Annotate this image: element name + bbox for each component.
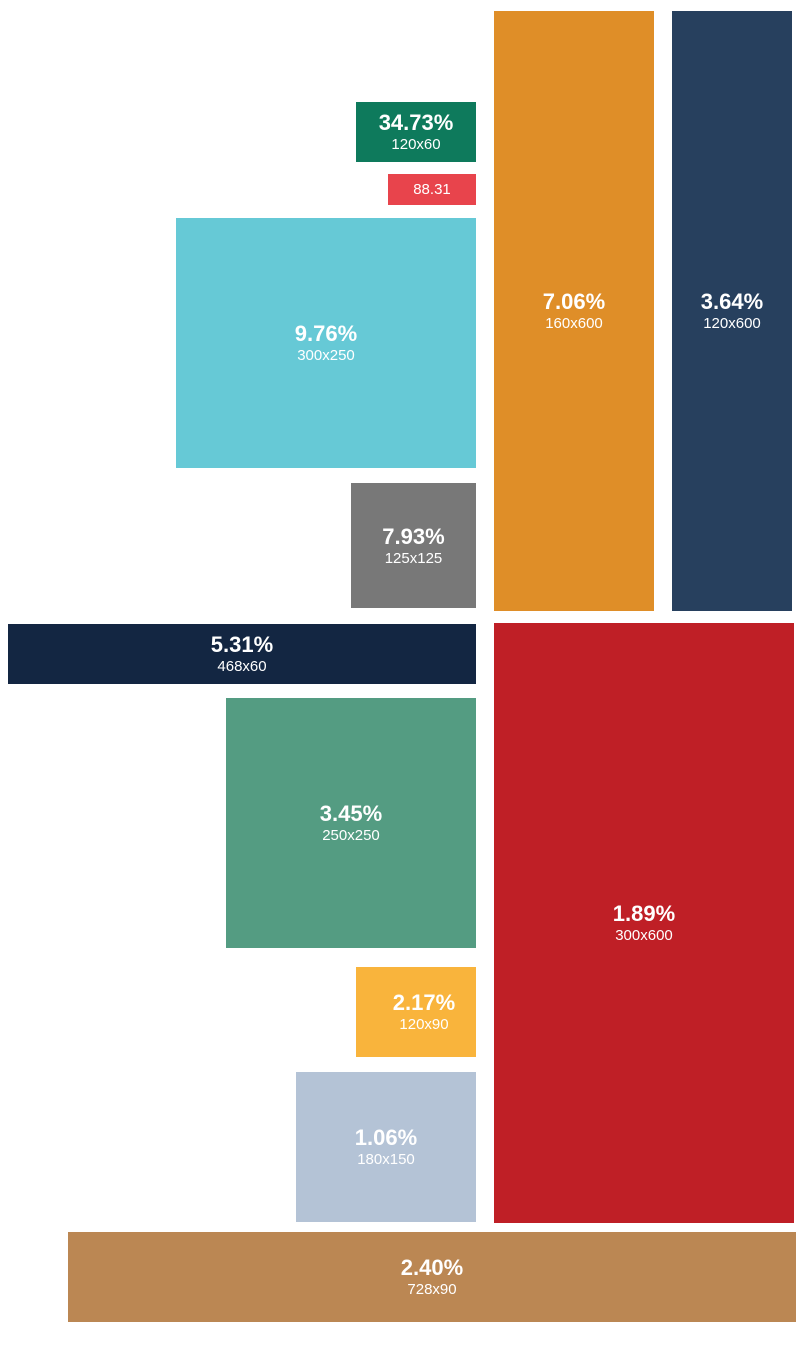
tile-size-label: 250x250 (322, 827, 380, 844)
tile-value-label: 7.06% (542, 289, 606, 314)
tile-120x90: 2.17% 120x90 (356, 967, 476, 1057)
tile-size-label: 180x150 (357, 1151, 415, 1168)
tile-size-label: 125x125 (384, 549, 443, 567)
tile-300x600: 1.89% 300x600 (494, 623, 794, 1223)
tile-728x90: 2.40% 728x90 (68, 1232, 796, 1322)
tile-value-label: 7.93% (382, 523, 445, 549)
tile-size-label: 300x250 (297, 347, 355, 364)
tile-250x250: 3.45% 250x250 (226, 698, 476, 948)
tile-value-label: 3.45% (319, 801, 383, 826)
tile-value-label: 5.31% (210, 632, 274, 657)
tile-value-label: 1.06% (354, 1125, 418, 1150)
tile-120x600: 3.64% 120x600 (672, 11, 792, 611)
tile-value-label: 2.40% (400, 1255, 464, 1280)
tile-value-label: 3.64% (700, 289, 764, 314)
tile-88-31: 88.31 (388, 174, 476, 205)
tile-size-label: 120x600 (703, 315, 761, 332)
tile-size-label: 468x60 (217, 658, 267, 675)
tile-468x60: 5.31% 468x60 (8, 624, 476, 684)
tile-size-label: 160x600 (545, 315, 603, 332)
tile-125x125: 7.93% 125x125 (351, 483, 476, 608)
tile-size-label: 120x60 (391, 136, 441, 153)
tile-value-label: 34.73% (378, 110, 454, 135)
tile-value-label: 88.31 (413, 180, 451, 198)
tile-size-label: 120x90 (399, 1016, 449, 1033)
tile-300x250: 9.76% 300x250 (176, 218, 476, 468)
tile-size-label: 728x90 (407, 1281, 457, 1298)
tile-size-label: 300x600 (615, 927, 673, 944)
tile-160x600: 7.06% 160x600 (494, 11, 654, 611)
tile-value-label: 1.89% (612, 901, 676, 926)
tile-120x60: 34.73% 120x60 (356, 102, 476, 162)
tile-value-label: 9.76% (294, 321, 358, 346)
tile-value-label: 2.17% (392, 990, 456, 1015)
tile-180x150: 1.06% 180x150 (296, 1072, 476, 1222)
